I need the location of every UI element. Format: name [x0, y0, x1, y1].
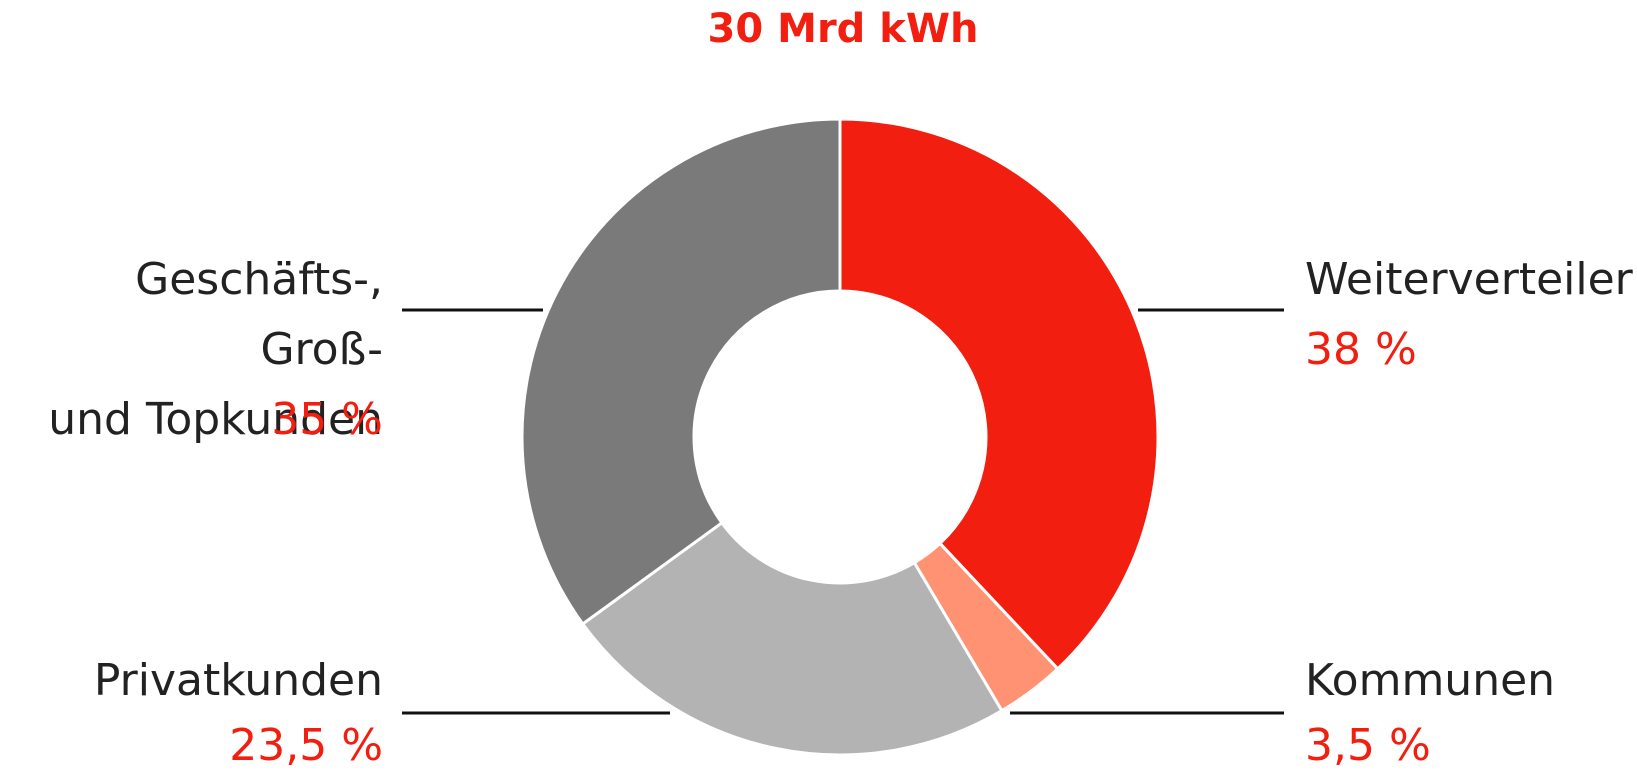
donut-slice: [520, 117, 842, 627]
category-label: Privatkunden: [93, 655, 383, 706]
value-label: 35 %: [271, 394, 383, 445]
chart-title: 30 Mrd kWh: [707, 6, 979, 52]
value-label: 23,5 %: [229, 720, 383, 771]
category-label: Kommunen: [1305, 655, 1556, 706]
category-label: Geschäfts-, Groß- und Topkunden: [48, 254, 383, 445]
donut-slice: [838, 117, 1160, 671]
category-label: Weiterverteiler: [1305, 254, 1633, 305]
donut-slice: [580, 520, 1004, 757]
value-label: 3,5 %: [1305, 720, 1431, 771]
value-label: 38 %: [1305, 324, 1417, 375]
